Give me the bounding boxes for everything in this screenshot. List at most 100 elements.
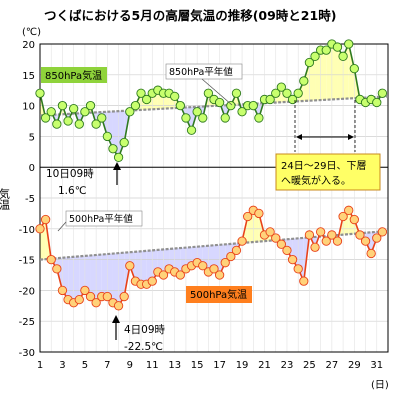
obs-850-point bbox=[249, 101, 257, 109]
obs-850-point bbox=[176, 101, 184, 109]
obs-500-point bbox=[305, 231, 313, 239]
x-tick-label: 15 bbox=[191, 360, 204, 371]
obs-500-point bbox=[345, 206, 353, 214]
y-unit-label: (℃) bbox=[22, 27, 41, 38]
obs-850-point bbox=[131, 101, 139, 109]
obs-850-point bbox=[199, 114, 207, 122]
x-tick-label: 11 bbox=[146, 360, 159, 371]
obs-500-point bbox=[378, 228, 386, 236]
x-tick-label: 7 bbox=[104, 360, 110, 371]
min850-arrow-head bbox=[113, 162, 121, 170]
label-500-normal: 500hPa平年値 bbox=[69, 213, 133, 225]
obs-500-point bbox=[300, 277, 308, 285]
obs-850-point bbox=[69, 104, 77, 112]
x-tick-label: 21 bbox=[258, 360, 271, 371]
obs-500-point bbox=[53, 265, 61, 273]
obs-850-point bbox=[75, 120, 83, 128]
x-tick-label: 19 bbox=[236, 360, 249, 371]
obs-850-point bbox=[373, 98, 381, 106]
obs-500-point bbox=[126, 262, 134, 270]
obs-500-point bbox=[294, 265, 302, 273]
obs-850-point bbox=[300, 77, 308, 85]
x-tick-label: 27 bbox=[326, 360, 339, 371]
obs-850-point bbox=[53, 120, 61, 128]
obs-500-point bbox=[215, 271, 223, 279]
obs-850-point bbox=[215, 98, 223, 106]
y-tick-label: -20 bbox=[19, 286, 35, 297]
label-500: 500hPa気温 bbox=[190, 288, 247, 301]
chart-title: つくばにおける5月の高層気温の推移(09時と21時) bbox=[44, 8, 336, 23]
label-850-normal: 850hPa平年値 bbox=[169, 66, 233, 78]
y-tick-label: 10 bbox=[22, 102, 35, 113]
obs-850-point bbox=[187, 126, 195, 134]
obs-850-point bbox=[378, 89, 386, 97]
obs-850-point bbox=[64, 117, 72, 125]
x-unit-label: (日) bbox=[371, 380, 389, 391]
y-tick-label: 15 bbox=[22, 71, 35, 82]
x-tick-label: 25 bbox=[303, 360, 316, 371]
label-850: 850hPa気温 bbox=[45, 69, 102, 82]
warm-period-arrow-left-head bbox=[296, 134, 302, 140]
y-tick-label: -10 bbox=[19, 225, 35, 236]
obs-500-point bbox=[367, 249, 375, 257]
obs-850-point bbox=[345, 40, 353, 48]
obs-500-point bbox=[47, 255, 55, 263]
obs-500-point bbox=[361, 237, 369, 245]
min850-label-line2: 1.6℃ bbox=[58, 185, 87, 197]
obs-500-point bbox=[58, 286, 66, 294]
y-tick-label: 0 bbox=[29, 163, 35, 174]
obs-500-point bbox=[283, 246, 291, 254]
obs-850-point bbox=[339, 52, 347, 60]
y-tick-label: -25 bbox=[19, 317, 35, 328]
obs-850-point bbox=[294, 89, 302, 97]
obs-850-point bbox=[333, 43, 341, 51]
x-tick-label: 17 bbox=[213, 360, 226, 371]
obs-500-point bbox=[114, 302, 122, 310]
obs-500-point bbox=[41, 215, 49, 223]
x-tick-label: 29 bbox=[348, 360, 361, 371]
obs-850-point bbox=[58, 101, 66, 109]
x-tick-label: 13 bbox=[168, 360, 181, 371]
obs-500-point bbox=[350, 215, 358, 223]
obs-500-point bbox=[232, 246, 240, 254]
obs-850-point bbox=[350, 64, 358, 72]
obs-500-point bbox=[255, 209, 263, 217]
obs-850-point bbox=[98, 114, 106, 122]
warm-note-line1: 24日～29日、下層 bbox=[281, 160, 366, 172]
obs-850-point bbox=[255, 114, 263, 122]
min500-label-line1: 4日09時 bbox=[124, 324, 166, 336]
shade-850-shade bbox=[332, 44, 338, 99]
obs-850-point bbox=[47, 108, 55, 116]
warm-note-line2: へ暖気が入る。 bbox=[281, 174, 351, 187]
obs-500-point bbox=[36, 225, 44, 233]
y-tick-label: -15 bbox=[19, 256, 35, 267]
y-tick-label: 20 bbox=[22, 40, 35, 51]
obs-500-point bbox=[316, 228, 324, 236]
x-tick-label: 5 bbox=[82, 360, 88, 371]
min500-label-line2: -22.5℃ bbox=[124, 341, 163, 353]
obs-850-point bbox=[171, 92, 179, 100]
x-tick-label: 1 bbox=[37, 360, 43, 371]
obs-850-point bbox=[120, 138, 128, 146]
leader-500-normal bbox=[58, 222, 66, 231]
obs-500-point bbox=[238, 237, 246, 245]
y-tick-label: -5 bbox=[25, 194, 35, 205]
obs-850-point bbox=[182, 114, 190, 122]
obs-850-point bbox=[103, 132, 111, 140]
obs-500-point bbox=[288, 255, 296, 263]
obs-500-point bbox=[75, 295, 83, 303]
x-tick-label: 23 bbox=[281, 360, 294, 371]
shade-500-shade bbox=[141, 251, 147, 284]
obs-850-point bbox=[227, 101, 235, 109]
x-tick-label: 9 bbox=[127, 360, 133, 371]
obs-500-point bbox=[333, 237, 341, 245]
shade-500-shade bbox=[113, 253, 119, 306]
obs-500-point bbox=[120, 292, 128, 300]
warm-period-arrow-right-head bbox=[348, 134, 354, 140]
x-tick-label: 3 bbox=[59, 360, 65, 371]
obs-850-point bbox=[232, 89, 240, 97]
y-tick-label: -30 bbox=[19, 348, 35, 359]
obs-850-point bbox=[109, 145, 117, 153]
x-tick-label: 31 bbox=[370, 360, 383, 371]
